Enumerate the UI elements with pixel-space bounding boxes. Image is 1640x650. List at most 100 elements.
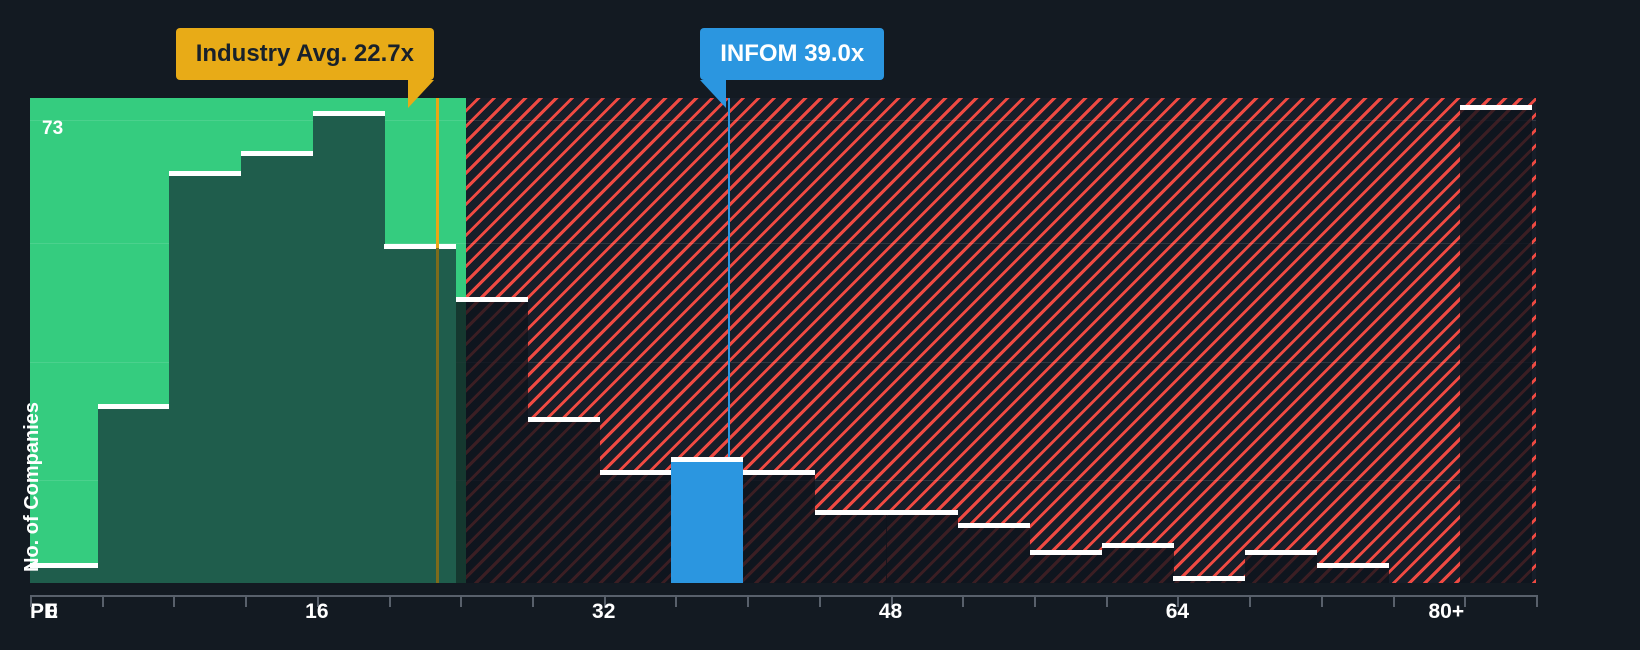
gridline (30, 362, 1536, 363)
bar-top-cap (241, 151, 313, 157)
bar-body (241, 151, 313, 583)
histogram-bar[interactable] (169, 171, 242, 583)
histogram-bar[interactable] (1245, 549, 1317, 583)
bar-body (1245, 549, 1317, 583)
x-axis-tick (962, 595, 965, 607)
bar-body (599, 470, 672, 583)
bar-body (312, 111, 385, 583)
bar-body (1029, 549, 1102, 583)
x-axis-title: PE (30, 600, 59, 623)
x-axis-tick-label: 0 (46, 600, 58, 623)
bar-top-cap (1316, 563, 1389, 569)
bar-top-cap (384, 244, 457, 250)
x-axis-tick-label: 32 (592, 600, 616, 623)
callout-tail (700, 80, 727, 108)
histogram-bar[interactable] (958, 523, 1031, 583)
bar-top-cap (30, 563, 98, 569)
x-axis-tick (460, 595, 463, 607)
histogram-bar[interactable] (97, 403, 170, 583)
x-axis-tick-label: 64 (1165, 600, 1190, 623)
company-callout-label: INFOM 39.0x (720, 40, 865, 67)
x-axis-tick (245, 595, 248, 607)
x-axis-tick (316, 595, 319, 607)
bar-top-cap (312, 111, 385, 117)
overvalued-zone (465, 98, 1536, 583)
x-axis-tick (890, 595, 893, 607)
x-axis-tick-label: 48 (878, 600, 903, 623)
bar-top-cap (1029, 549, 1102, 555)
x-axis-tick (388, 595, 391, 607)
bar-top-cap (1460, 104, 1533, 110)
x-axis-tick-label: 80+ (1428, 600, 1465, 623)
x-axis-tick (532, 595, 534, 607)
x-axis-tick (1464, 595, 1467, 607)
industry-average-callout-label: Industry Avg. 22.7x (195, 40, 414, 67)
bar-top-cap (456, 297, 529, 303)
y-axis-max-label: 73 (42, 118, 64, 139)
bar-body (1101, 543, 1174, 583)
company-callout[interactable]: INFOM 39.0x (700, 28, 885, 108)
x-axis-tick (1034, 595, 1036, 607)
plot-area (30, 98, 1536, 583)
bar-top-cap (743, 470, 815, 476)
bar-top-cap (527, 416, 600, 422)
industry-average-line-dim-segment (435, 248, 439, 583)
x-axis-tick (1536, 595, 1538, 607)
bar-top-cap (599, 470, 672, 476)
bar-top-cap (886, 509, 959, 515)
histogram-bar[interactable] (1029, 549, 1102, 583)
x-axis-tick (1105, 595, 1108, 607)
bar-body (743, 470, 815, 583)
histogram-bar[interactable] (814, 509, 887, 583)
bar-body (886, 509, 959, 583)
histogram-bar[interactable] (1173, 576, 1246, 583)
bar-top-cap (958, 523, 1031, 529)
bar-body (169, 171, 242, 583)
histogram-bar[interactable] (886, 509, 959, 583)
x-axis-tick (101, 595, 104, 607)
x-axis-tick (1249, 595, 1252, 607)
x-axis-tick (675, 595, 678, 607)
company-marker-line (728, 98, 731, 457)
x-axis-tick (1320, 595, 1323, 607)
bar-body (456, 297, 529, 583)
x-axis-tick (173, 595, 176, 607)
bar-body (958, 523, 1031, 583)
bar-body (814, 509, 887, 583)
histogram-bar[interactable] (743, 470, 815, 583)
bar-body (1460, 104, 1533, 583)
gridline (30, 120, 1536, 121)
histogram-bar-highlighted[interactable] (671, 456, 744, 583)
x-axis-tick (818, 595, 821, 607)
industry-average-line (435, 98, 439, 583)
y-axis-title: No. of Companies (21, 401, 43, 572)
histogram-bar[interactable] (1101, 543, 1174, 583)
x-axis-tick (1392, 595, 1395, 607)
x-axis-tick-label: 16 (305, 600, 329, 623)
x-axis-tick (30, 595, 32, 607)
histogram-bar[interactable] (1316, 563, 1389, 583)
bar-top-cap (1101, 543, 1174, 549)
bar-top-cap (814, 509, 887, 515)
histogram-bar[interactable] (312, 111, 385, 583)
bar-body (97, 403, 170, 583)
industry-average-callout[interactable]: Industry Avg. 22.7x (175, 28, 434, 108)
histogram-bar[interactable] (456, 297, 529, 583)
histogram-bar[interactable] (30, 563, 98, 583)
histogram-bar[interactable] (1460, 104, 1533, 583)
bar-body (671, 456, 744, 583)
bar-top-cap (1173, 576, 1246, 582)
histogram-bar[interactable] (599, 470, 672, 583)
bar-body (527, 416, 600, 583)
histogram-bar[interactable] (384, 244, 457, 583)
x-axis-tick (603, 595, 606, 607)
bar-body (384, 244, 457, 583)
bar-top-cap (97, 403, 170, 409)
bar-top-cap (169, 171, 242, 177)
histogram-bar[interactable] (527, 416, 600, 583)
x-axis-tick (747, 595, 750, 607)
histogram-bar[interactable] (241, 151, 313, 583)
x-axis-line (30, 595, 1536, 597)
gridline (30, 243, 1536, 244)
